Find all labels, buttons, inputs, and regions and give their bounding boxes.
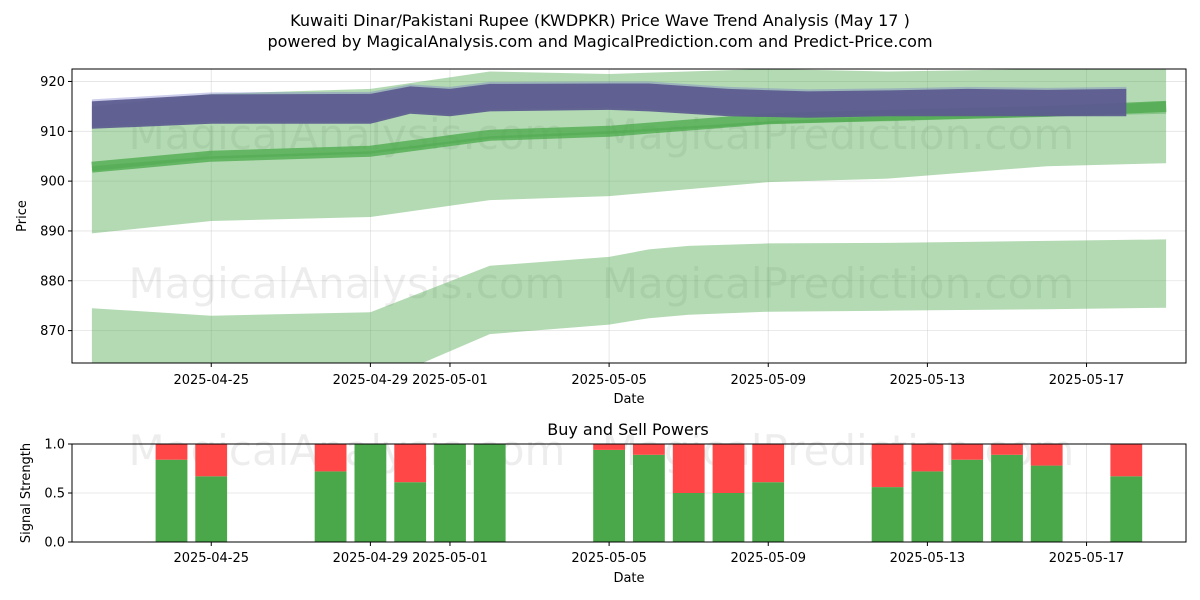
x-axis-label: Date [613, 571, 644, 586]
x-tick-label: 2025-05-17 [1049, 373, 1125, 388]
sell-bar [1110, 444, 1143, 477]
price-plot-frame [71, 68, 1187, 364]
lower-forecast-band [91, 239, 1167, 363]
buy-bar [394, 482, 427, 542]
sell-bar [314, 444, 347, 472]
middle-forecast-band [91, 101, 1167, 234]
sell-bar [911, 444, 944, 472]
buy-bar [354, 444, 387, 542]
sell-bar [633, 444, 665, 455]
x-tick-label: 2025-05-17 [1049, 551, 1125, 566]
y-tick-label: 870 [40, 324, 65, 339]
price-plot: MagicalAnalysis.com MagicalPrediction.com… [15, 68, 1187, 407]
y-tick-label: 920 [40, 75, 65, 90]
sell-bar [195, 444, 228, 477]
x-tick-label: 2025-05-09 [730, 373, 806, 388]
sell-bar [871, 444, 904, 488]
buy-bar [314, 471, 347, 542]
x-tick-label: 2025-05-13 [890, 551, 966, 566]
signal-chart-title: Buy and Sell Powers [547, 420, 709, 439]
y-tick-label: 890 [40, 224, 65, 239]
buy-bar [155, 459, 188, 542]
buy-bar [593, 449, 625, 542]
watermark-text: MagicalPrediction.com [602, 259, 1075, 308]
x-tick-label: 2025-05-13 [890, 373, 966, 388]
buy-bar [991, 454, 1023, 542]
sell-bar [155, 444, 188, 460]
watermark-text: MagicalAnalysis.com [129, 259, 566, 308]
sell-bar [593, 444, 625, 450]
y-tick-label: 1.0 [44, 438, 65, 453]
sell-bar [1030, 444, 1063, 466]
buy-bar [633, 454, 665, 542]
sell-bar [672, 444, 705, 493]
buy-bar [871, 487, 904, 542]
y-axis-label: Price [15, 200, 30, 232]
y-axis-label: Signal Strength [19, 443, 34, 543]
y-tick-label: 900 [40, 175, 65, 190]
x-tick-label: 2025-04-25 [173, 551, 249, 566]
buy-bar [434, 444, 466, 542]
chart-title-line1: Kuwaiti Dinar/Pakistani Rupee (KWDPKR) P… [290, 11, 910, 30]
buy-bar [1030, 465, 1063, 542]
x-tick-label: 2025-05-05 [571, 551, 647, 566]
y-tick-label: 880 [40, 274, 65, 289]
buy-bar [473, 444, 506, 542]
x-axis-label: Date [613, 392, 644, 407]
buy-bar [712, 493, 745, 542]
y-tick-label: 910 [40, 125, 65, 140]
x-tick-label: 2025-05-05 [571, 373, 647, 388]
chart-title-line2: powered by MagicalAnalysis.com and Magic… [267, 32, 932, 51]
sell-bar [991, 444, 1023, 455]
x-tick-label: 2025-04-29 [333, 551, 409, 566]
sell-bar [394, 444, 427, 483]
buy-bar [672, 493, 705, 542]
buy-bar [1110, 476, 1143, 542]
sell-bar [712, 444, 745, 493]
x-tick-label: 2025-05-01 [412, 551, 488, 566]
x-tick-label: 2025-04-25 [173, 373, 249, 388]
price-wave-band [91, 83, 1127, 129]
buy-bar [752, 482, 785, 542]
x-tick-label: 2025-05-01 [412, 373, 488, 388]
signal-plot: MagicalAnalysis.com MagicalPrediction.com… [19, 426, 1187, 586]
x-tick-label: 2025-04-29 [333, 373, 409, 388]
sell-bar [752, 444, 785, 483]
buy-bar [951, 459, 984, 542]
x-tick-label: 2025-05-09 [730, 551, 806, 566]
y-tick-label: 0.0 [44, 536, 65, 551]
y-tick-label: 0.5 [44, 487, 65, 502]
buy-bar [911, 471, 944, 542]
sell-bar [951, 444, 984, 460]
buy-bar [195, 476, 228, 542]
